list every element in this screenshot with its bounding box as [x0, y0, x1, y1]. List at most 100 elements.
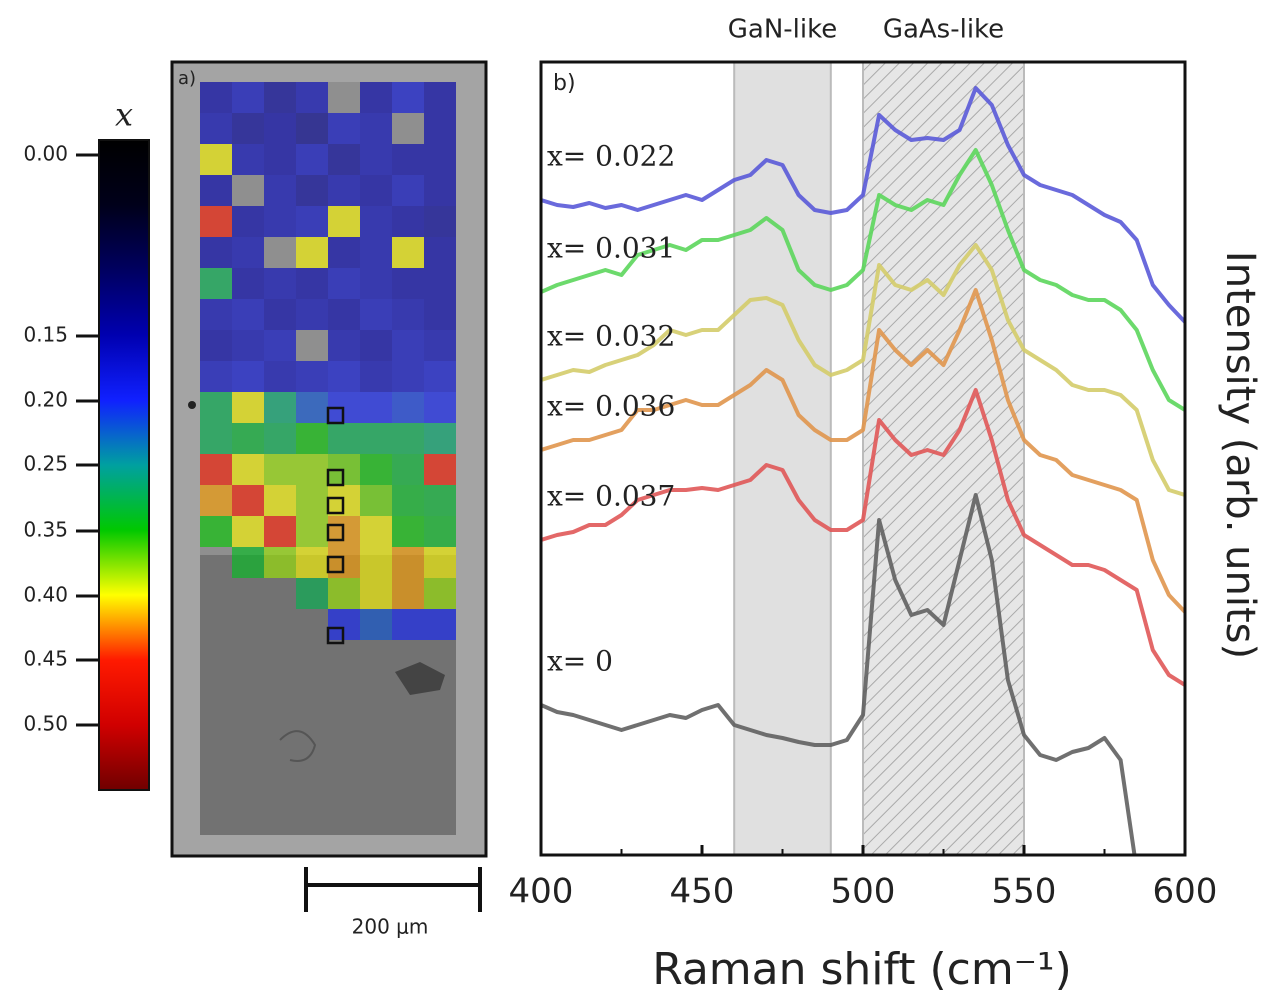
heatmap-cell [392, 609, 424, 640]
selected-points [326, 406, 345, 645]
heatmap-cell [264, 144, 296, 175]
heatmap-cell [296, 392, 328, 423]
heatmap-cell [360, 516, 392, 547]
heatmap-cell [264, 82, 296, 113]
heatmap-cell [264, 330, 296, 361]
heatmap-cell [296, 423, 328, 454]
heatmap-cell [392, 206, 424, 237]
colorbar-tick-label: 0.45 [23, 647, 68, 671]
plot-lines [541, 86, 1185, 855]
heatmap-cell [360, 609, 392, 640]
marker [326, 523, 345, 542]
heatmap-cell [424, 237, 456, 268]
colorbar-tick-label: 0.15 [23, 323, 68, 347]
heatmap-cell [296, 237, 328, 268]
heatmap-cell [200, 330, 232, 361]
series-label: x= 0.031 [547, 232, 675, 265]
heatmap-cell [200, 516, 232, 547]
heatmap-cell [360, 485, 392, 516]
heatmap-cell [328, 175, 360, 206]
heatmap-cell [360, 299, 392, 330]
debris [395, 662, 445, 695]
heatmap-cell [232, 516, 264, 547]
marker [326, 496, 345, 515]
heatmap-cell [232, 485, 264, 516]
heatmap-cell [424, 113, 456, 144]
heatmap-cell [264, 454, 296, 485]
colorbar-tick-label: 0.35 [23, 518, 68, 542]
heatmap-cell [392, 423, 424, 454]
heatmap-cell [232, 547, 264, 578]
spectra-panel: GaN-like GaAs-like x= 0.022 x= 0.031 x= 0.03… [509, 15, 1263, 996]
heatmap-cell [200, 82, 232, 113]
heatmap-cell [392, 144, 424, 175]
heatmap-cell [360, 547, 392, 578]
heatmap-cell [200, 454, 232, 485]
x-tick-label: 400 [509, 872, 574, 912]
heatmap-cell [424, 516, 456, 547]
heatmap-cell [296, 268, 328, 299]
heatmap-cell [200, 423, 232, 454]
band-label: GaN-like [728, 15, 837, 45]
heatmap-cell [232, 299, 264, 330]
heatmap-cell [424, 578, 456, 609]
heatmap-cell [392, 392, 424, 423]
panel-label: a) [178, 68, 196, 89]
heatmap-cell [424, 82, 456, 113]
spectrum-line [541, 288, 1185, 614]
heatmap-cell [200, 485, 232, 516]
heatmap-cell [264, 547, 296, 578]
heatmap-cell [200, 144, 232, 175]
colorbar-tick-label: 0.40 [23, 583, 68, 607]
heatmap-cell [264, 268, 296, 299]
marker [326, 555, 345, 574]
debris [279, 730, 317, 762]
heatmap-cell [360, 454, 392, 485]
heatmap-cell [424, 175, 456, 206]
heatmap-cell [360, 144, 392, 175]
spectrum-line [541, 493, 1137, 855]
heatmap-cell [392, 175, 424, 206]
x-tick-label: 550 [992, 872, 1057, 912]
x-tick-label: 600 [1153, 872, 1218, 912]
colorbar-body [98, 139, 150, 791]
heatmap-cell [232, 144, 264, 175]
heatmap-cell [264, 361, 296, 392]
heatmap-cell [424, 206, 456, 237]
heatmap-cell [424, 144, 456, 175]
heatmap-cell [232, 206, 264, 237]
heatmap-cell [328, 423, 360, 454]
heatmap-cell [200, 361, 232, 392]
heatmap-cell [328, 578, 360, 609]
heatmap-cell [232, 237, 264, 268]
heatmap-cell [424, 268, 456, 299]
heatmap-cell [392, 485, 424, 516]
heatmap-cell [328, 361, 360, 392]
band-label: GaAs-like [883, 15, 1004, 45]
series-label: x= 0.036 [547, 390, 675, 423]
heatmap-cell [264, 206, 296, 237]
heatmap-cell [232, 113, 264, 144]
series-label: x= 0.037 [547, 480, 675, 513]
heatmap-cell [232, 423, 264, 454]
heatmap-cell [392, 299, 424, 330]
heatmap-cell [264, 113, 296, 144]
heatmap-cell [200, 206, 232, 237]
heatmap-cell [360, 113, 392, 144]
x-tick-label: 500 [831, 872, 896, 912]
spectrum-line [541, 86, 1185, 324]
heatmap-cell [424, 392, 456, 423]
heatmap-cell [328, 206, 360, 237]
heatmap-cell [232, 392, 264, 423]
heatmap-cell [296, 113, 328, 144]
heatmap-cell [392, 454, 424, 485]
heatmap-cell [392, 516, 424, 547]
heatmap-cell [360, 206, 392, 237]
heatmap-cell [264, 392, 296, 423]
heatmap-cell [264, 516, 296, 547]
heatmap-cell [296, 516, 328, 547]
colorbar-label: x [115, 96, 133, 134]
spectrum-line [541, 243, 1185, 497]
heatmap-cell [392, 82, 424, 113]
